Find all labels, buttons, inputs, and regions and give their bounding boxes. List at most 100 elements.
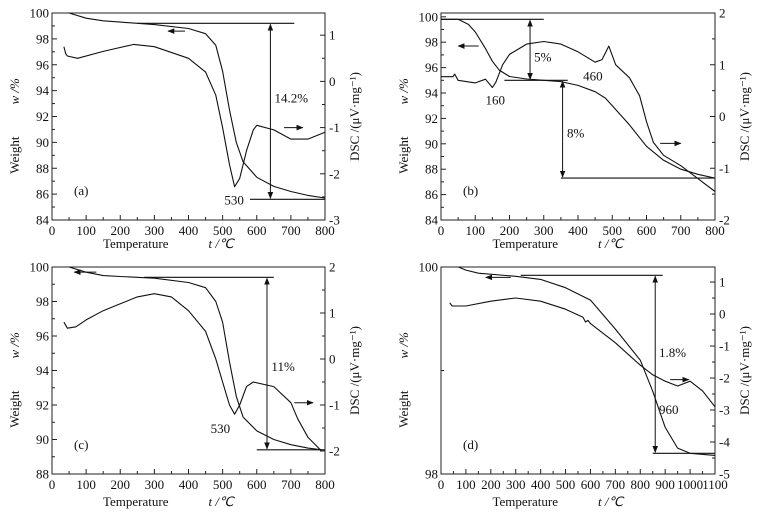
x-tick-label: 600 bbox=[637, 223, 657, 238]
y-tick-label: 88 bbox=[425, 162, 438, 177]
x-tick-label: 900 bbox=[655, 477, 675, 492]
x-tick-label: 400 bbox=[531, 477, 551, 492]
x-tick-label: 700 bbox=[606, 477, 626, 492]
x-axis-unit: t /℃ bbox=[209, 494, 235, 509]
panel-c: 0 100 200 300 400 500 600 700 800 88 90 92 94 96 98 100… bbox=[7, 260, 362, 510]
y2-tick-label: -2 bbox=[719, 371, 730, 386]
y-tick-label: 94 bbox=[425, 86, 439, 101]
panel-a: 0 100 200 300 400 500 600 700 800 84 86 88 90 92 94 96 9… bbox=[7, 6, 362, 252]
x-tick-label: 0 bbox=[438, 223, 445, 238]
y2-tick-label: 0 bbox=[719, 307, 726, 322]
x-tick-label: 100 bbox=[456, 477, 476, 492]
y-axis-label: Weight bbox=[396, 390, 411, 428]
y2-tick-label: 2 bbox=[329, 260, 336, 275]
dsc-curve bbox=[63, 43, 326, 188]
x-tick-label: 200 bbox=[481, 477, 501, 492]
x-axis-label: Temperature bbox=[493, 494, 559, 509]
y2-tick-label: -3 bbox=[329, 213, 340, 228]
annotation-label: 960 bbox=[659, 402, 679, 417]
x-axis-unit: t /℃ bbox=[209, 236, 235, 251]
y-tick-label: 92 bbox=[36, 109, 49, 124]
annotation-label: 5% bbox=[534, 49, 552, 64]
y2-tick-label: 0 bbox=[329, 352, 336, 367]
x-tick-label: 400 bbox=[568, 223, 588, 238]
panel-d: 0 100 200 300 400 500 600 700 800 900 1000 11009810… bbox=[396, 260, 752, 510]
y-tick-label: 86 bbox=[425, 187, 439, 202]
x-axis-label: Temperature bbox=[103, 236, 169, 251]
y-tick-label: 96 bbox=[36, 57, 50, 72]
x-tick-label: 600 bbox=[581, 477, 601, 492]
y2-axis-label: DSC /(μV·mg⁻¹) bbox=[347, 326, 362, 415]
x-tick-label: 200 bbox=[111, 477, 131, 492]
y-tick-label: 98 bbox=[36, 294, 49, 309]
y-axis-unit: w /% bbox=[7, 332, 22, 359]
y2-tick-label: 2 bbox=[719, 6, 726, 21]
y-tick-label: 84 bbox=[425, 213, 439, 228]
y2-tick-label: -2 bbox=[329, 444, 340, 459]
x-tick-label: 800 bbox=[315, 477, 335, 492]
y2-tick-label: -3 bbox=[719, 403, 730, 418]
panel-b: 0 100 200 300 400 500 600 700 800 84 86 88 90 92 94 96 9… bbox=[396, 6, 752, 252]
annotation-label: 160 bbox=[486, 93, 506, 108]
annotation-label: 530 bbox=[211, 421, 231, 436]
x-tick-label: 400 bbox=[179, 477, 199, 492]
x-tick-label: 700 bbox=[671, 223, 691, 238]
x-tick-label: 500 bbox=[556, 477, 576, 492]
y-tick-label: 92 bbox=[425, 111, 438, 126]
y2-tick-label: -1 bbox=[719, 339, 730, 354]
x-tick-label: 700 bbox=[281, 477, 301, 492]
x-tick-label: 1000 bbox=[677, 477, 703, 492]
y2-axis-label: DSC /(μV·mg⁻¹) bbox=[737, 326, 752, 415]
tg-weight-curve bbox=[458, 266, 716, 456]
y2-axis-label: DSC /(μV·mg⁻¹) bbox=[347, 72, 362, 161]
panel-label: (d) bbox=[463, 437, 478, 452]
x-tick-label: 800 bbox=[705, 223, 725, 238]
x-tick-label: 1100 bbox=[702, 477, 728, 492]
x-tick-label: 800 bbox=[315, 223, 335, 238]
annotation-label: 8% bbox=[567, 126, 585, 141]
y-tick-label: 88 bbox=[36, 467, 49, 482]
x-tick-label: 300 bbox=[506, 477, 526, 492]
tg-weight-curve bbox=[441, 18, 716, 179]
annotation-label: 1.8% bbox=[659, 345, 686, 360]
x-tick-label: 100 bbox=[76, 223, 96, 238]
y2-tick-label: -2 bbox=[719, 213, 730, 228]
panel-label: (c) bbox=[74, 437, 88, 452]
x-tick-label: 500 bbox=[213, 477, 233, 492]
x-tick-label: 100 bbox=[76, 477, 96, 492]
y2-tick-label: -5 bbox=[719, 467, 730, 482]
x-axis-label: Temperature bbox=[103, 494, 169, 509]
x-tick-label: 500 bbox=[213, 223, 233, 238]
x-tick-label: 0 bbox=[438, 477, 445, 492]
x-tick-label: 0 bbox=[49, 223, 56, 238]
x-tick-label: 300 bbox=[145, 477, 165, 492]
y-tick-label: 90 bbox=[425, 136, 438, 151]
y2-tick-label: -1 bbox=[329, 120, 340, 135]
y-tick-label: 100 bbox=[30, 6, 50, 21]
y-axis-label: Weight bbox=[396, 136, 411, 174]
y-tick-label: 90 bbox=[36, 135, 49, 150]
y-axis-unit: w /% bbox=[396, 78, 411, 105]
y-tick-label: 88 bbox=[36, 161, 49, 176]
y-tick-label: 100 bbox=[419, 260, 439, 275]
y-tick-label: 86 bbox=[36, 187, 50, 202]
y-axis-label: Weight bbox=[7, 136, 22, 174]
y2-tick-label: -1 bbox=[329, 398, 340, 413]
y2-tick-label: 1 bbox=[329, 28, 336, 43]
y2-tick-label: -2 bbox=[329, 166, 340, 181]
y-tick-label: 94 bbox=[36, 363, 50, 378]
annotation-label: 530 bbox=[224, 193, 244, 208]
x-axis-label: Temperature bbox=[493, 236, 559, 251]
x-tick-label: 600 bbox=[247, 477, 267, 492]
tg-weight-curve bbox=[68, 12, 326, 199]
panel-label: (a) bbox=[74, 183, 88, 198]
x-tick-label: 800 bbox=[631, 477, 651, 492]
x-tick-label: 300 bbox=[534, 223, 554, 238]
dsc-curve bbox=[449, 297, 716, 408]
x-axis-unit: t /℃ bbox=[598, 236, 624, 251]
x-tick-label: 200 bbox=[111, 223, 131, 238]
panel-label: (b) bbox=[463, 183, 478, 198]
y-tick-label: 96 bbox=[425, 60, 439, 75]
y-tick-label: 100 bbox=[419, 9, 439, 24]
